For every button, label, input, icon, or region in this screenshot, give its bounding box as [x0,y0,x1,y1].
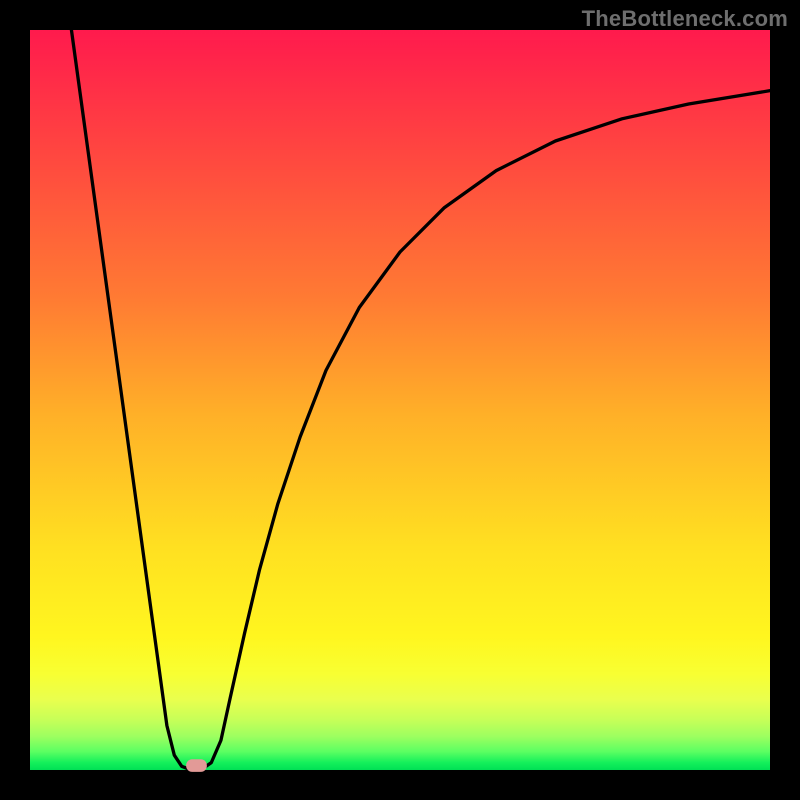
watermark-text: TheBottleneck.com [582,6,788,32]
highlight-marker [186,759,207,772]
gradient-bottleneck-chart [0,0,800,800]
plot-gradient-rect [30,30,770,770]
figure-stage: TheBottleneck.com [0,0,800,800]
